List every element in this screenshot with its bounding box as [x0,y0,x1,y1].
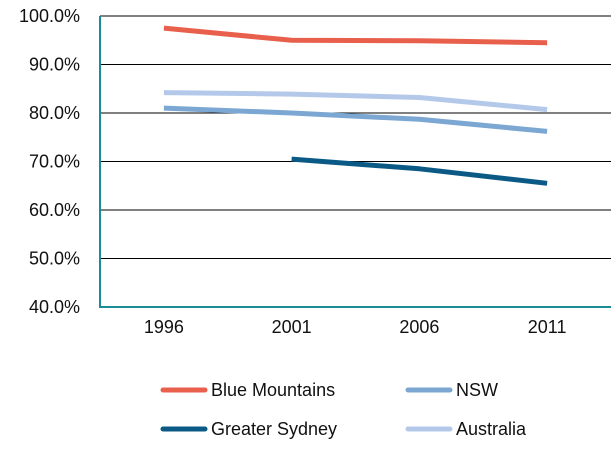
y-tick-label: 90.0% [29,55,80,75]
axes [99,16,611,308]
x-tick-label: 2011 [528,317,567,337]
legend-label: Australia [456,419,527,439]
y-tick-label: 40.0% [29,297,80,317]
y-tick-label: 70.0% [29,152,80,172]
series-line-blue-mountains [163,25,548,46]
y-tick-label: 60.0% [29,200,80,220]
legend-item-nsw: NSW [405,380,498,400]
y-axis-tick-labels: 100.0% 90.0% 80.0% 70.0% 60.0% 50.0% 40.0% [19,6,80,317]
x-tick-label: 1996 [144,317,184,337]
legend-item-australia: Australia [405,419,527,439]
legend-label: Greater Sydney [211,419,337,439]
x-axis-tick-labels: 1996 2001 2006 2011 [144,317,567,337]
y-tick-label: 50.0% [29,249,80,269]
series-line-nsw [163,105,548,134]
legend: Blue Mountains NSW Greater Sydney Australia [160,380,527,439]
x-tick-label: 2006 [399,317,439,337]
series-line-australia [163,90,548,113]
gridlines [100,15,611,259]
legend-item-greater-sydney: Greater Sydney [160,419,337,439]
x-tick-label: 2001 [272,317,312,337]
legend-item-blue-mountains: Blue Mountains [160,380,335,400]
y-tick-label: 80.0% [29,103,80,123]
series-line-greater-sydney [291,156,548,186]
legend-label: NSW [456,380,498,400]
y-tick-label: 100.0% [19,6,80,26]
legend-label: Blue Mountains [211,380,335,400]
series-lines [163,25,548,186]
